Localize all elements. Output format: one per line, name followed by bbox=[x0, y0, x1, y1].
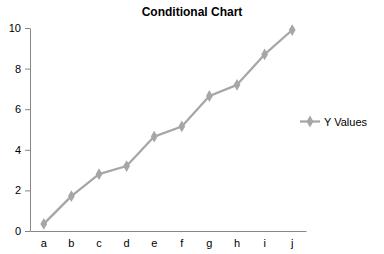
legend-marker bbox=[307, 116, 314, 128]
x-tick: j bbox=[290, 237, 293, 249]
x-axis-line bbox=[31, 231, 307, 232]
x-tick-label: b bbox=[68, 237, 74, 249]
series-marker bbox=[178, 121, 185, 133]
x-tick-label: f bbox=[180, 237, 184, 249]
series-marker bbox=[206, 90, 213, 102]
x-axis: a b c d e f g h i j bbox=[31, 232, 307, 249]
series-marker bbox=[40, 218, 47, 230]
y-axis-line bbox=[30, 29, 31, 232]
x-tick: b bbox=[68, 237, 74, 249]
chart: Conditional Chart 0 2 4 6 8 10 a b c d e f g h i j Y Valu… bbox=[0, 0, 384, 254]
y-tick: 2 bbox=[15, 184, 30, 196]
y-tick-label: 6 bbox=[15, 103, 21, 115]
x-tick: c bbox=[96, 237, 102, 249]
x-tick-label: e bbox=[151, 237, 157, 249]
series-marker bbox=[234, 79, 241, 91]
y-tick-label: 10 bbox=[9, 22, 21, 34]
chart-title: Conditional Chart bbox=[142, 5, 243, 19]
series-marker bbox=[261, 49, 268, 61]
x-tick: d bbox=[124, 237, 130, 249]
y-tick-mark bbox=[25, 28, 30, 29]
x-tick: i bbox=[263, 237, 265, 249]
x-tick: f bbox=[180, 237, 184, 249]
y-tick-label: 2 bbox=[15, 184, 21, 196]
series-marker bbox=[96, 168, 103, 180]
y-tick-mark bbox=[25, 69, 30, 70]
x-tick-label: c bbox=[96, 237, 102, 249]
series-marker bbox=[123, 160, 130, 172]
y-axis: 0 2 4 6 8 10 bbox=[9, 22, 31, 237]
y-tick: 10 bbox=[9, 22, 30, 34]
x-tick-label: i bbox=[263, 237, 265, 249]
x-tick-label: h bbox=[234, 237, 240, 249]
legend-label: Y Values bbox=[324, 116, 368, 128]
x-tick: h bbox=[234, 237, 240, 249]
y-tick: 4 bbox=[15, 144, 30, 156]
x-tick: e bbox=[151, 237, 157, 249]
legend: Y Values bbox=[300, 116, 368, 128]
plot-area bbox=[40, 24, 295, 230]
y-tick: 0 bbox=[15, 225, 30, 237]
y-tick-mark bbox=[25, 190, 30, 191]
series-marker bbox=[151, 131, 158, 143]
y-tick-label: 0 bbox=[15, 225, 21, 237]
y-tick-label: 8 bbox=[15, 63, 21, 75]
y-tick-mark bbox=[25, 150, 30, 151]
series-marker bbox=[289, 24, 296, 36]
y-tick: 6 bbox=[15, 103, 30, 115]
x-tick-label: j bbox=[290, 237, 293, 249]
x-tick: g bbox=[206, 237, 212, 249]
y-tick-mark bbox=[25, 231, 30, 232]
y-tick-mark bbox=[25, 109, 30, 110]
x-tick-label: a bbox=[41, 237, 48, 249]
y-tick-label: 4 bbox=[15, 144, 21, 156]
x-tick-label: g bbox=[206, 237, 212, 249]
series-marker bbox=[68, 190, 75, 202]
series-line bbox=[44, 30, 292, 224]
x-tick-label: d bbox=[124, 237, 130, 249]
x-tick: a bbox=[41, 237, 48, 249]
y-tick: 8 bbox=[15, 63, 30, 75]
